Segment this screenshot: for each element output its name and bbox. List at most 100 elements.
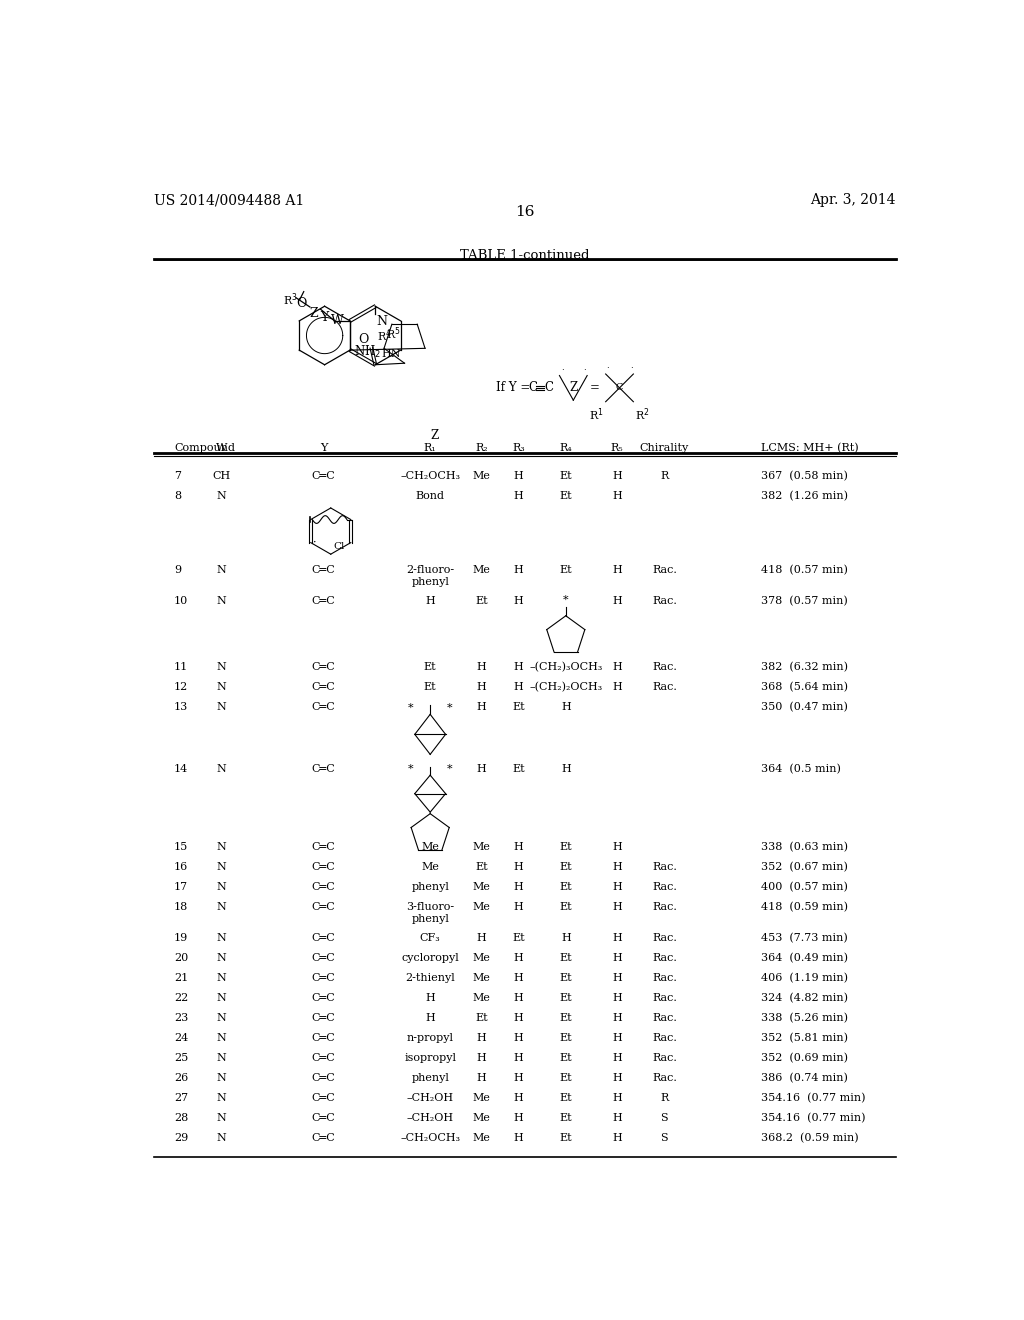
Text: Z: Z <box>569 381 578 395</box>
Text: H: H <box>612 993 622 1003</box>
Text: Et: Et <box>512 933 525 942</box>
Text: Et: Et <box>559 1113 572 1123</box>
Text: Rac.: Rac. <box>652 1034 677 1043</box>
Text: 338  (0.63 min): 338 (0.63 min) <box>762 842 848 853</box>
Text: 11: 11 <box>174 663 188 672</box>
Text: Et: Et <box>475 862 487 873</box>
Text: H: H <box>514 682 523 692</box>
Text: *: * <box>563 595 568 605</box>
Text: 386  (0.74 min): 386 (0.74 min) <box>762 1073 848 1084</box>
Text: C═C: C═C <box>312 862 336 873</box>
Text: Et: Et <box>559 1014 572 1023</box>
Text: C═C: C═C <box>312 993 336 1003</box>
Text: C═C: C═C <box>312 1093 336 1104</box>
Text: Rac.: Rac. <box>652 933 677 942</box>
Text: Et: Et <box>512 764 525 775</box>
Text: 25: 25 <box>174 1053 188 1063</box>
Text: N: N <box>216 933 226 942</box>
Text: 23: 23 <box>174 1014 188 1023</box>
Text: N: N <box>216 1034 226 1043</box>
Text: N: N <box>216 491 226 502</box>
Text: 400  (0.57 min): 400 (0.57 min) <box>762 882 848 892</box>
Text: Rac.: Rac. <box>652 663 677 672</box>
Text: Chirality: Chirality <box>640 444 689 453</box>
Text: Et: Et <box>559 882 572 892</box>
Text: n-propyl: n-propyl <box>407 1034 454 1043</box>
Text: N: N <box>216 882 226 892</box>
Text: H: H <box>514 953 523 964</box>
Text: 13: 13 <box>174 702 188 711</box>
Text: H: H <box>514 973 523 983</box>
Text: H: H <box>561 764 570 775</box>
Text: H: H <box>476 702 486 711</box>
Text: 20: 20 <box>174 953 188 964</box>
Text: C═C: C═C <box>312 764 336 775</box>
Text: 22: 22 <box>174 993 188 1003</box>
Text: 14: 14 <box>174 764 188 775</box>
Text: H: H <box>612 953 622 964</box>
Text: S: S <box>660 1113 669 1123</box>
Text: –(CH₂)₃OCH₃: –(CH₂)₃OCH₃ <box>529 663 602 672</box>
Text: Me: Me <box>472 1133 490 1143</box>
Text: H: H <box>612 903 622 912</box>
Text: 9: 9 <box>174 565 181 576</box>
Text: C═C: C═C <box>312 1014 336 1023</box>
Text: 24: 24 <box>174 1034 188 1043</box>
Text: N: N <box>216 862 226 873</box>
Text: H: H <box>425 595 435 606</box>
Text: Me: Me <box>472 953 490 964</box>
Text: –CH₂OCH₃: –CH₂OCH₃ <box>400 1133 460 1143</box>
Text: Et: Et <box>512 702 525 711</box>
Text: 12: 12 <box>174 682 188 692</box>
Text: N: N <box>216 702 226 711</box>
Text: Et: Et <box>559 491 572 502</box>
Text: Me: Me <box>421 842 439 853</box>
Text: Compound: Compound <box>174 444 234 453</box>
Text: 352  (0.67 min): 352 (0.67 min) <box>762 862 848 873</box>
Text: US 2014/0094488 A1: US 2014/0094488 A1 <box>154 193 304 207</box>
Text: N: N <box>216 663 226 672</box>
Text: H: H <box>476 764 486 775</box>
Text: –CH₂OH: –CH₂OH <box>407 1093 454 1104</box>
Text: Rac.: Rac. <box>652 595 677 606</box>
Text: Et: Et <box>559 471 572 480</box>
Text: 27: 27 <box>174 1093 188 1104</box>
Text: isopropyl: isopropyl <box>404 1053 456 1063</box>
Text: C═C: C═C <box>312 882 336 892</box>
Text: Et: Et <box>559 1133 572 1143</box>
Text: 17: 17 <box>174 882 188 892</box>
Text: 16: 16 <box>174 862 188 873</box>
Text: HN: HN <box>381 350 400 359</box>
Text: 453  (7.73 min): 453 (7.73 min) <box>762 933 848 944</box>
Text: C═C: C═C <box>312 471 336 480</box>
Text: H: H <box>425 993 435 1003</box>
Text: C═C: C═C <box>312 702 336 711</box>
Text: N: N <box>216 565 226 576</box>
Text: C: C <box>615 383 624 392</box>
Text: Rac.: Rac. <box>652 903 677 912</box>
Text: –CH₂OH: –CH₂OH <box>407 1113 454 1123</box>
Text: H: H <box>425 1014 435 1023</box>
Text: R₁: R₁ <box>424 444 436 453</box>
Text: R₃: R₃ <box>512 444 525 453</box>
Text: H: H <box>561 933 570 942</box>
Text: Et: Et <box>475 1014 487 1023</box>
Text: Cl: Cl <box>333 543 344 552</box>
Text: 352  (0.69 min): 352 (0.69 min) <box>762 1053 848 1064</box>
Text: 364  (0.49 min): 364 (0.49 min) <box>762 953 848 964</box>
Text: Y: Y <box>321 310 329 323</box>
Text: H: H <box>514 1113 523 1123</box>
Text: *: * <box>408 702 414 713</box>
Text: 364  (0.5 min): 364 (0.5 min) <box>762 764 842 775</box>
Text: Et: Et <box>559 1093 572 1104</box>
Text: 18: 18 <box>174 903 188 912</box>
Text: H: H <box>476 1034 486 1043</box>
Text: H: H <box>514 491 523 502</box>
Text: Rac.: Rac. <box>652 682 677 692</box>
Text: O: O <box>358 333 369 346</box>
Text: H: H <box>476 663 486 672</box>
Text: LCMS: MH+ (Rt): LCMS: MH+ (Rt) <box>762 444 859 454</box>
Text: 382  (6.32 min): 382 (6.32 min) <box>762 663 848 672</box>
Text: C═C: C═C <box>312 842 336 853</box>
Text: N: N <box>216 1053 226 1063</box>
